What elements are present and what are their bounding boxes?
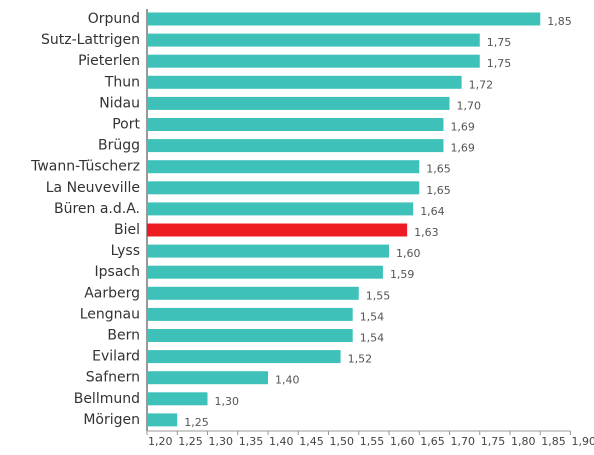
category-label: Lengnau	[80, 306, 140, 322]
category-label: Pieterlen	[78, 53, 140, 69]
x-tick-label: 1,60	[390, 435, 415, 448]
value-label: 1,69	[450, 121, 475, 134]
bar	[147, 265, 383, 279]
value-label: 1,69	[450, 142, 475, 155]
bar	[147, 96, 450, 110]
value-label: 1,72	[469, 78, 494, 91]
bar	[147, 350, 341, 364]
bar	[147, 181, 420, 195]
x-tick-label: 1,85	[541, 435, 566, 448]
x-tick-label: 1,75	[481, 435, 506, 448]
category-label: Bellmund	[74, 391, 140, 407]
x-tick-label: 1,55	[360, 435, 385, 448]
category-label: Büren a.d.A.	[54, 201, 140, 217]
x-tick-label: 1,65	[420, 435, 445, 448]
value-label: 1,64	[420, 205, 445, 218]
category-label: Safnern	[86, 370, 140, 386]
bar	[147, 329, 353, 342]
value-label: 1,63	[414, 226, 439, 239]
category-label: Sutz-Lattrigen	[41, 32, 140, 48]
bar	[147, 160, 420, 174]
x-tick-label: 1,25	[178, 435, 203, 448]
value-label: 1,85	[547, 15, 572, 28]
value-label: 1,75	[487, 36, 512, 49]
x-tick-label: 1,45	[299, 435, 324, 448]
x-tick-label: 1,35	[239, 435, 264, 448]
bar	[147, 139, 444, 153]
value-label: 1,75	[487, 57, 512, 70]
x-tick-label: 1,70	[451, 435, 476, 448]
x-tick-label: 1,40	[269, 435, 294, 448]
value-label: 1,54	[360, 332, 385, 345]
bar	[147, 244, 389, 258]
bar	[147, 12, 541, 26]
category-label: Thun	[104, 74, 140, 90]
value-label: 1,55	[366, 289, 391, 302]
category-label: Nidau	[99, 95, 140, 111]
bar	[147, 413, 178, 427]
category-label: Brügg	[98, 138, 140, 154]
category-label: Biel	[114, 222, 140, 238]
x-tick-label: 1,20	[148, 435, 173, 448]
value-label: 1,40	[275, 374, 300, 387]
category-label: Evilard	[92, 349, 140, 365]
category-label: Twann-Tüscherz	[30, 159, 140, 175]
category-label: Bern	[107, 328, 140, 344]
bar	[147, 54, 480, 68]
category-label: Aarberg	[84, 285, 140, 301]
bar	[147, 75, 462, 89]
value-label: 1,25	[184, 416, 209, 429]
value-label: 1,70	[457, 99, 482, 112]
category-label: Orpund	[88, 11, 140, 27]
x-tick-label: 1,30	[209, 435, 234, 448]
bar	[147, 392, 208, 406]
value-label: 1,30	[215, 395, 240, 408]
category-label: La Neuveville	[46, 180, 140, 196]
bar	[147, 223, 408, 237]
value-label: 1,59	[390, 268, 415, 281]
bar	[147, 33, 480, 47]
category-label: Ipsach	[95, 264, 140, 280]
value-label: 1,52	[348, 353, 373, 366]
bar	[147, 307, 353, 321]
bar	[147, 118, 444, 131]
category-label: Mörigen	[83, 412, 140, 428]
x-tick-label: 1,80	[511, 435, 536, 448]
category-label: Port	[112, 117, 140, 133]
value-label: 1,65	[426, 163, 451, 176]
bar	[147, 202, 414, 216]
x-tick-label: 1,50	[330, 435, 355, 448]
value-label: 1,60	[396, 247, 421, 260]
bar	[147, 371, 268, 385]
x-tick-label: 1,90	[572, 435, 594, 448]
value-label: 1,65	[426, 184, 451, 197]
bar	[147, 286, 359, 300]
value-label: 1,54	[360, 310, 385, 323]
category-label: Lyss	[111, 243, 140, 259]
